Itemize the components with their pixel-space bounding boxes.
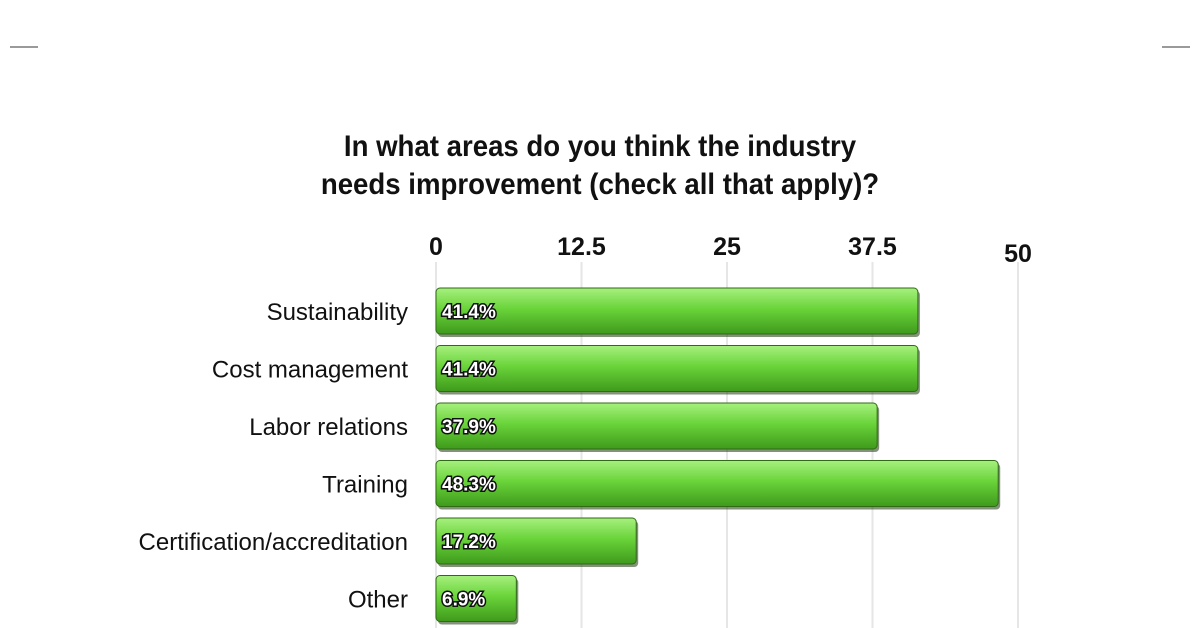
decorative-dash-right <box>1162 46 1190 48</box>
bar <box>435 460 999 507</box>
data-label: 48.3% <box>442 475 496 496</box>
category-label: Labor relations <box>249 414 408 441</box>
x-axis-ticks: 0 12.5 25 37.5 50 <box>429 233 1032 268</box>
category-label: Sustainability <box>267 299 408 326</box>
decorative-dash-left <box>10 46 38 48</box>
bar <box>435 575 517 622</box>
category-label: Other <box>348 587 408 614</box>
data-label: 41.4% <box>442 302 496 323</box>
x-tick-label: 50 <box>1004 240 1032 268</box>
category-label: Training <box>322 472 408 499</box>
bars: Sustainability 41.4% Cost management 41.4% L… <box>139 287 1001 625</box>
bar <box>435 345 919 392</box>
bar <box>435 517 637 565</box>
bar <box>435 287 919 335</box>
x-tick-label: 0 <box>429 233 443 261</box>
x-tick-label: 25 <box>713 233 741 261</box>
data-label: 6.9% <box>442 590 485 611</box>
bar <box>435 402 878 450</box>
x-tick-label: 12.5 <box>557 233 606 261</box>
x-tick-label: 37.5 <box>848 233 897 261</box>
chart-title-line-1: In what areas do you think the industry <box>343 130 857 163</box>
data-label: 37.9% <box>442 417 496 438</box>
data-label: 17.2% <box>442 532 496 553</box>
chart-title-line-2: needs improvement (check all that apply)… <box>320 168 880 201</box>
category-label: Certification/accreditation <box>139 529 408 556</box>
data-label: 41.4% <box>442 360 496 381</box>
chart-title: In what areas do you think the industry … <box>0 128 1200 204</box>
category-label: Cost management <box>212 357 408 384</box>
